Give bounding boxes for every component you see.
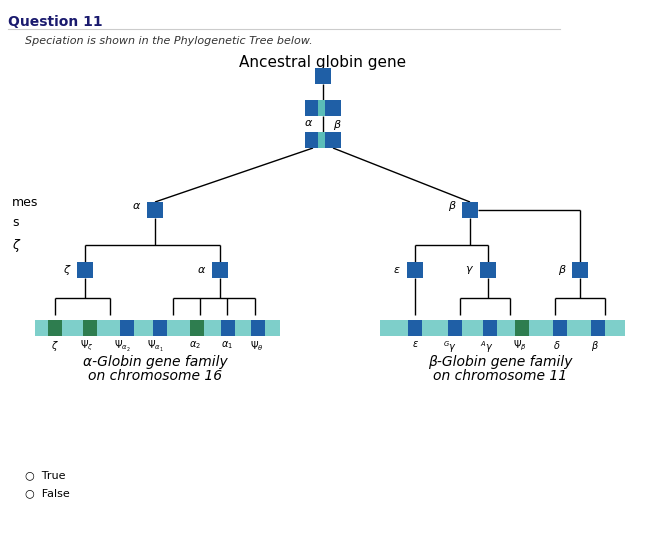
Text: $\Psi_\theta$: $\Psi_\theta$ <box>250 339 264 353</box>
Bar <box>318 132 328 148</box>
Text: $\alpha_2$: $\alpha_2$ <box>189 339 201 351</box>
Text: s: s <box>12 216 19 228</box>
Bar <box>483 320 497 336</box>
Text: Question 11: Question 11 <box>8 15 103 29</box>
Text: $\Psi_{\alpha_1}$: $\Psi_{\alpha_1}$ <box>147 339 164 354</box>
Text: $\zeta$: $\zeta$ <box>51 339 59 353</box>
Text: ○  False: ○ False <box>25 488 70 498</box>
Bar <box>408 320 422 336</box>
Bar <box>147 202 163 218</box>
Text: on chromosome 11: on chromosome 11 <box>433 369 567 383</box>
Text: $\Psi_{\alpha_2}$: $\Psi_{\alpha_2}$ <box>114 339 131 354</box>
Text: $\gamma$: $\gamma$ <box>465 264 474 276</box>
Text: Speciation is shown in the Phylogenetic Tree below.: Speciation is shown in the Phylogenetic … <box>25 36 313 46</box>
Bar <box>35 320 280 336</box>
Bar <box>380 320 625 336</box>
Bar <box>318 100 328 116</box>
Bar <box>77 262 93 278</box>
Bar <box>325 132 341 148</box>
Text: $\alpha$: $\alpha$ <box>305 118 314 128</box>
Bar <box>462 202 478 218</box>
Text: $\beta$: $\beta$ <box>448 199 456 213</box>
Text: Ancestral globin gene: Ancestral globin gene <box>239 55 406 70</box>
Text: α-Globin gene family: α-Globin gene family <box>83 355 227 369</box>
Bar <box>515 320 529 336</box>
Text: $\varepsilon$: $\varepsilon$ <box>411 339 419 349</box>
Text: on chromosome 16: on chromosome 16 <box>88 369 222 383</box>
Text: $^A\gamma$: $^A\gamma$ <box>480 339 494 355</box>
Bar <box>325 100 341 116</box>
Bar <box>48 320 62 336</box>
Bar <box>553 320 567 336</box>
Text: $\Psi_\zeta$: $\Psi_\zeta$ <box>80 339 94 353</box>
Bar <box>212 262 228 278</box>
Text: $\delta$: $\delta$ <box>553 339 561 351</box>
Text: $\beta$: $\beta$ <box>333 118 342 132</box>
Bar <box>251 320 265 336</box>
Bar <box>315 68 331 84</box>
Text: $^G\gamma$: $^G\gamma$ <box>443 339 457 355</box>
Bar <box>572 262 588 278</box>
Text: $\zeta$: $\zeta$ <box>12 236 21 254</box>
Bar <box>480 262 496 278</box>
Text: $\zeta$: $\zeta$ <box>63 263 71 277</box>
Text: ○  True: ○ True <box>25 470 65 480</box>
Text: mes: mes <box>12 195 38 208</box>
Bar <box>120 320 134 336</box>
Text: $\Psi_\beta$: $\Psi_\beta$ <box>513 339 527 353</box>
Text: $\alpha$: $\alpha$ <box>197 265 206 275</box>
Bar <box>591 320 605 336</box>
Text: $\beta$: $\beta$ <box>591 339 599 353</box>
Bar <box>407 262 423 278</box>
Text: $\alpha$: $\alpha$ <box>133 201 142 211</box>
Text: $\varepsilon$: $\varepsilon$ <box>393 265 400 275</box>
Bar <box>305 132 321 148</box>
Text: β-Globin gene family: β-Globin gene family <box>428 355 572 369</box>
Bar <box>153 320 167 336</box>
Bar <box>448 320 462 336</box>
Text: $\beta$: $\beta$ <box>558 263 566 277</box>
Bar <box>221 320 235 336</box>
Bar <box>190 320 204 336</box>
Bar <box>305 100 321 116</box>
Text: $\alpha_1$: $\alpha_1$ <box>221 339 233 351</box>
Bar <box>83 320 97 336</box>
